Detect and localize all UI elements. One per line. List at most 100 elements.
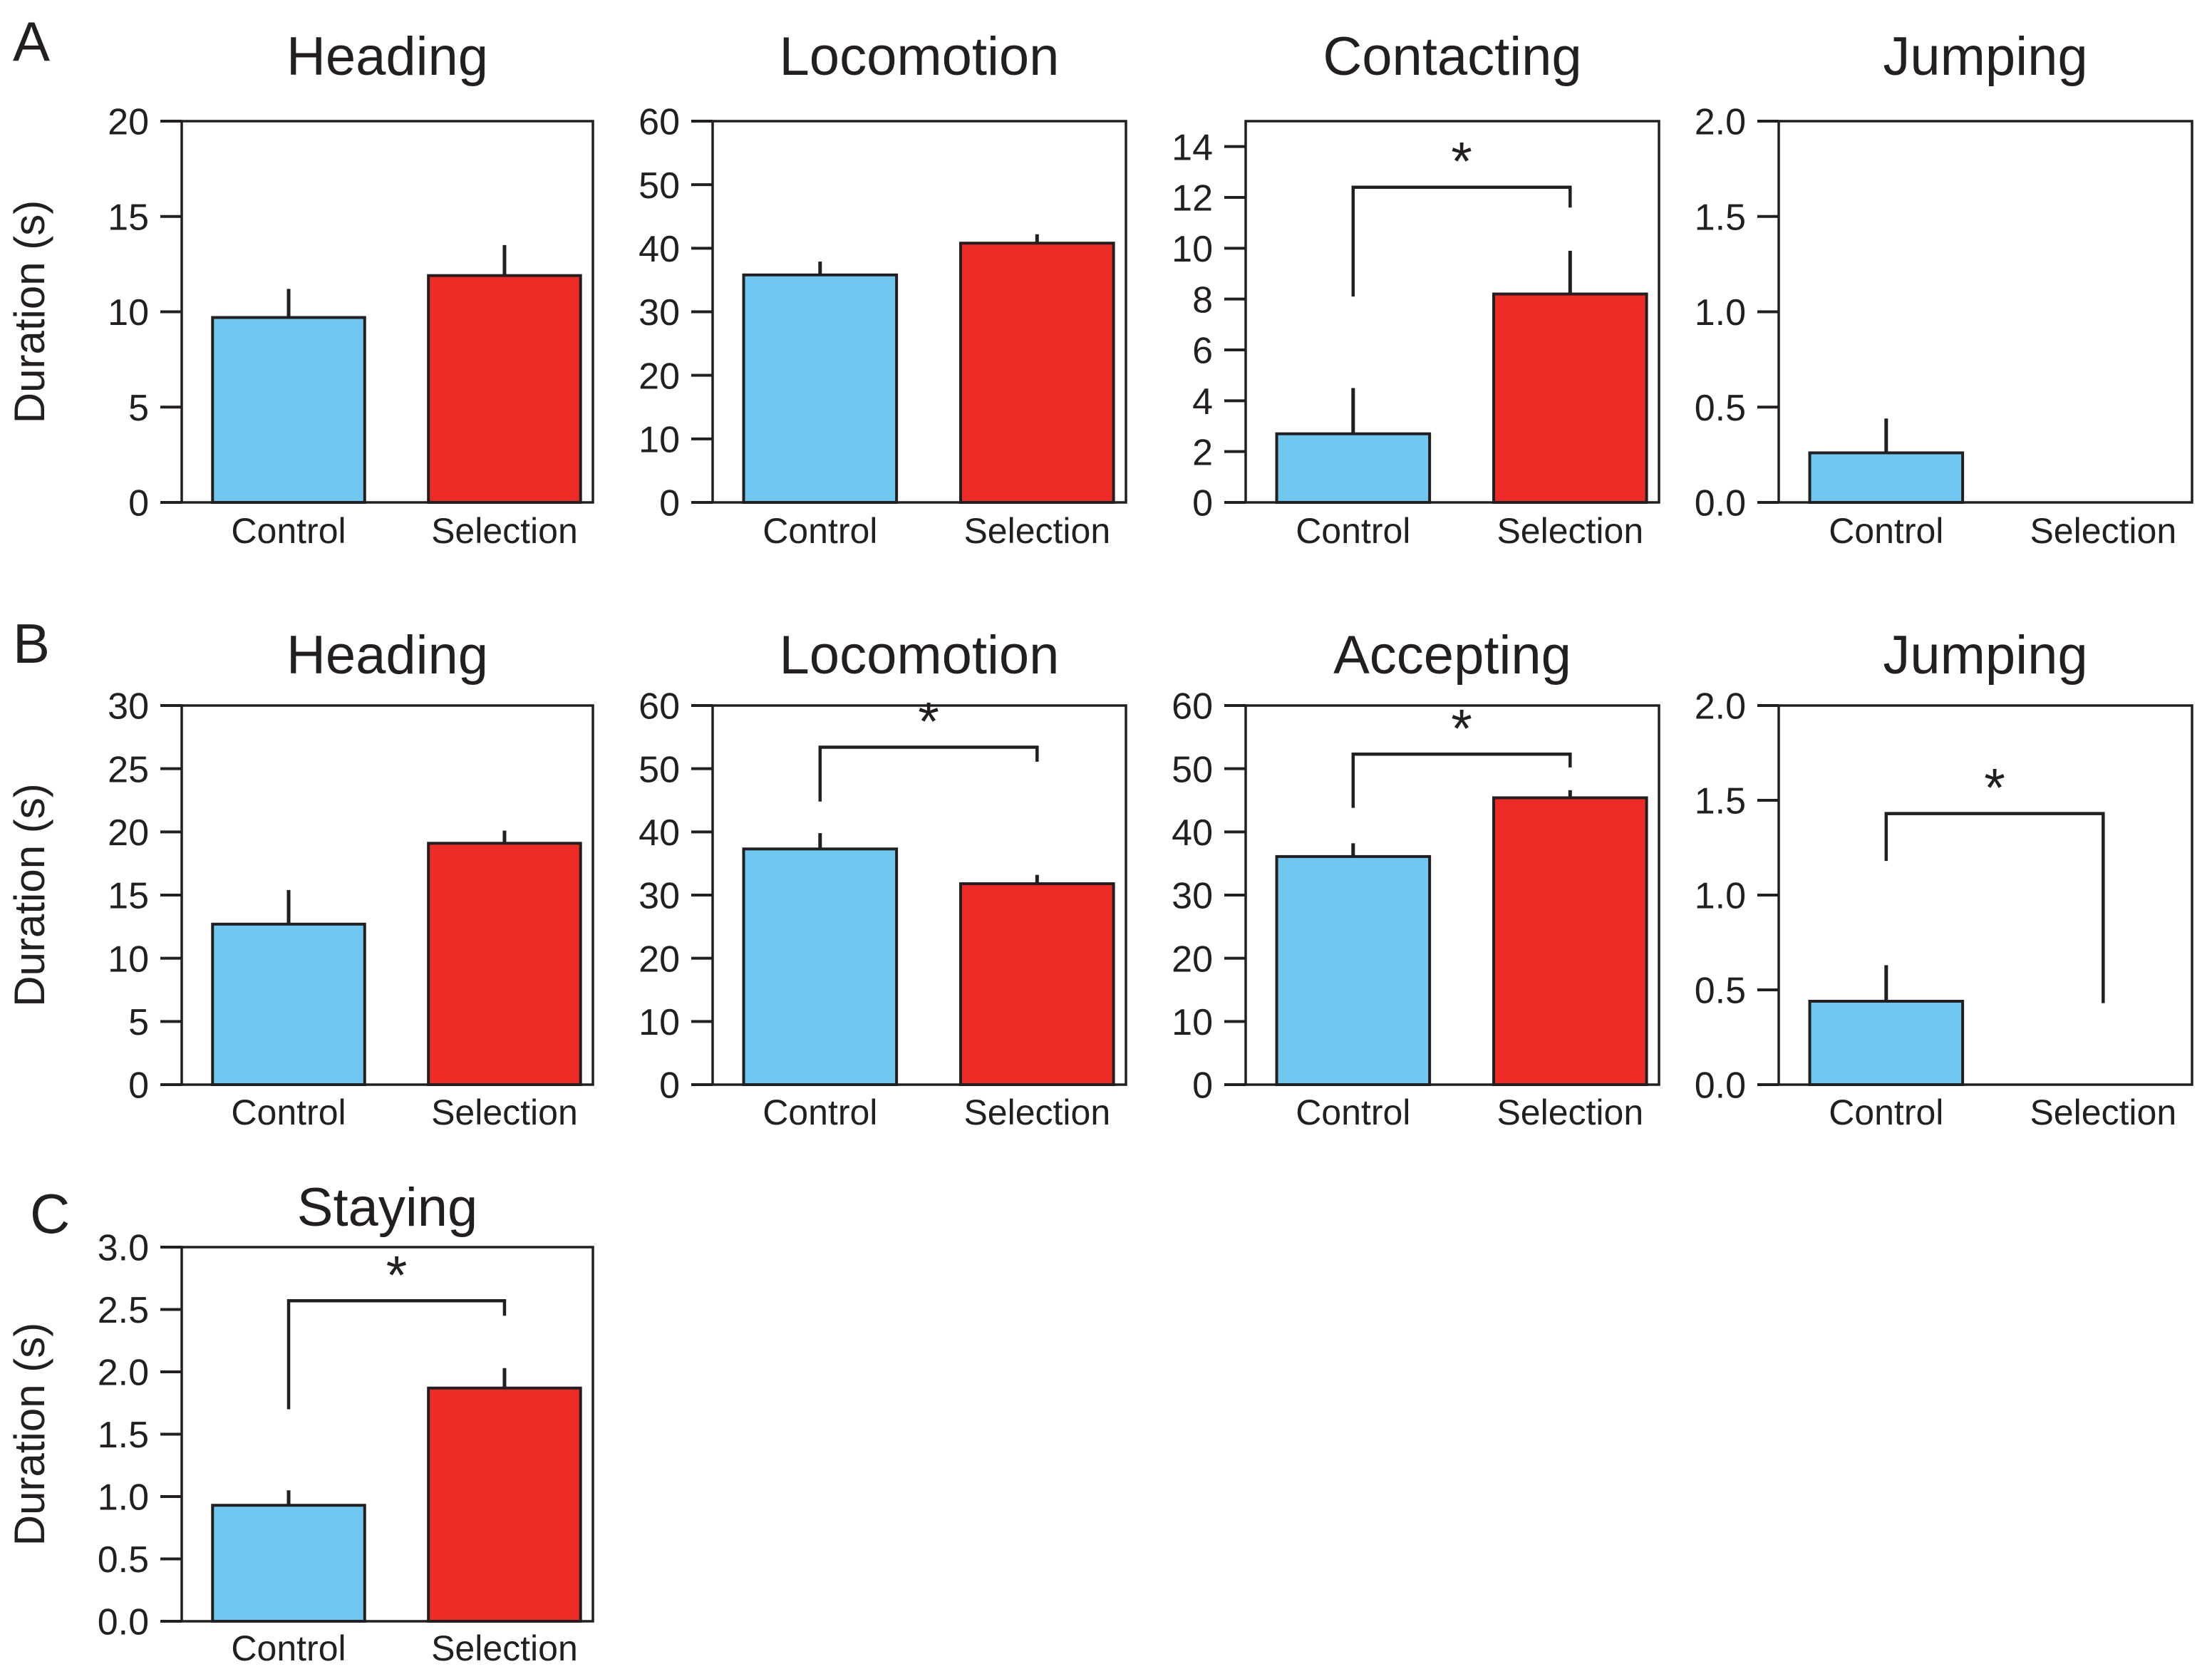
y-tick-label: 20	[639, 356, 680, 397]
y-tick-label: 15	[108, 197, 149, 238]
y-tick-label: 0.0	[1695, 1065, 1746, 1107]
plot-area	[1779, 121, 2192, 502]
chart-title: Accepting	[1333, 625, 1571, 686]
panel-label-a: A	[13, 10, 50, 73]
chart-title: Locomotion	[780, 26, 1060, 87]
chart-a-contacting: 0 2 4 6 8 10 12 14 * Contacting Control Selection	[1172, 26, 1660, 551]
y-tick-label: 2.0	[1695, 686, 1746, 728]
bar-control	[742, 847, 899, 1086]
y-tick-label: 60	[639, 686, 680, 728]
x-label-control: Control	[231, 1092, 346, 1132]
y-tick-label: 1.0	[1695, 292, 1746, 334]
plot-frame	[1777, 704, 2193, 1086]
y-tick-label: 1.0	[98, 1477, 149, 1519]
panel-label-c: C	[30, 1182, 70, 1245]
x-label-selection: Selection	[1497, 1092, 1643, 1132]
y-tick-label: 25	[108, 749, 149, 790]
bar-control	[211, 316, 366, 504]
significance-bracket	[1351, 753, 1572, 808]
x-label-control: Control	[1296, 511, 1410, 551]
bar-control	[742, 273, 899, 504]
panel-a-heading: 0 5 10 15 20 Heading Duration (s) A Control Selec…	[0, 0, 613, 577]
bar-control	[1808, 999, 1965, 1087]
y-tick-label: 40	[639, 812, 680, 854]
plot-frame	[711, 120, 1127, 504]
y-tick-label: 0.5	[98, 1539, 149, 1581]
significance-asterisk: *	[1451, 698, 1472, 759]
y-tick-label: 15	[108, 876, 149, 917]
chart-title: Staying	[297, 1177, 478, 1238]
plot-frame	[180, 1246, 594, 1623]
y-tick-label: 40	[639, 229, 680, 270]
plot-frame	[711, 704, 1127, 1086]
y-tick-label: 50	[639, 165, 680, 207]
x-label-control: Control	[231, 511, 346, 551]
y-tick-label: 5	[128, 388, 149, 429]
chart-b-locomotion: 0 10 20 30 40 50 60 *Locomotion Control Selection	[639, 625, 1127, 1132]
y-tick-label: 0	[1192, 483, 1213, 525]
y-tick-label: 30	[639, 292, 680, 334]
significance-bracket	[1884, 812, 2105, 1003]
y-tick-label: 14	[1172, 127, 1213, 168]
x-label-control: Control	[231, 1628, 346, 1668]
panel-label-b: B	[13, 612, 50, 675]
y-axis-label: Duration (s)	[6, 1323, 53, 1546]
panel-a-jumping: 0.0 0.5 1.0 1.5 2.0 Jumping Control Selection	[1679, 0, 2212, 577]
panel-a-contacting: 0 2 4 6 8 10 12 14 * Contacting Control Selection	[1146, 0, 1679, 577]
x-label-selection: Selection	[1497, 511, 1643, 551]
chart-a-locomotion: 0 10 20 30 40 50 60 Locomotion Control Selection	[639, 26, 1127, 551]
panel-b-locomotion: 0 10 20 30 40 50 60 * Locomotion Control Selection	[613, 577, 1146, 1154]
bar-control	[1275, 432, 1432, 505]
significance-asterisk: *	[1451, 132, 1472, 192]
bar-control	[1808, 451, 1965, 505]
chart-c-staying: 0.0 0.5 1.0 1.5 2.0 2.5 3.0 * Staying Duration (s…	[6, 1177, 594, 1668]
bar-control	[211, 1504, 366, 1623]
y-tick-label: 1.0	[1695, 876, 1746, 917]
y-tick-label: 0.0	[1695, 483, 1746, 525]
significance-bracket	[1351, 185, 1572, 297]
chart-a-jumping: 0.0 0.5 1.0 1.5 2.0 Jumping Control Selection	[1695, 26, 2193, 551]
y-tick-label: 20	[639, 939, 680, 980]
bar-control	[211, 922, 366, 1086]
bar-control	[1275, 854, 1432, 1086]
y-tick-label: 0.5	[1695, 388, 1746, 429]
bar-selection	[1492, 796, 1648, 1086]
y-tick-label: 1.5	[1695, 781, 1746, 822]
y-tick-label: 2.0	[1695, 102, 1746, 143]
y-tick-label: 0	[659, 1065, 680, 1107]
y-tick-label: 30	[1172, 876, 1213, 917]
x-label-control: Control	[1829, 1092, 1943, 1132]
y-axis-label: Duration (s)	[6, 783, 53, 1006]
y-tick-label: 1.5	[1695, 197, 1746, 238]
x-label-control: Control	[763, 1092, 877, 1132]
x-label-selection: Selection	[431, 1092, 578, 1132]
x-label-selection: Selection	[963, 1092, 1110, 1132]
y-tick-label: 20	[108, 812, 149, 854]
chart-title: Heading	[286, 625, 488, 686]
y-tick-label: 3.0	[98, 1228, 149, 1269]
x-label-selection: Selection	[2030, 511, 2176, 551]
y-tick-label: 2.5	[98, 1290, 149, 1331]
significance-bracket	[286, 1299, 507, 1410]
y-tick-label: 30	[108, 686, 149, 728]
significance-asterisk: *	[386, 1245, 408, 1306]
y-axis-label: Duration (s)	[6, 200, 53, 423]
plot-frame	[180, 704, 594, 1086]
panel-b-jumping: 0.0 0.5 1.0 1.5 2.0 * Jumping Control Selection	[1679, 577, 2212, 1154]
bar-selection	[427, 842, 582, 1086]
panel-a-locomotion: 0 10 20 30 40 50 60 Locomotion Control Selection	[613, 0, 1146, 577]
x-label-selection: Selection	[2030, 1092, 2176, 1132]
significance-asterisk: *	[1984, 758, 2005, 819]
y-tick-label: 2	[1192, 432, 1213, 473]
chart-a-heading: 0 5 10 15 20 Heading Duration (s) A Control Selec…	[6, 10, 594, 551]
bar-selection	[427, 274, 582, 504]
panel-b-accepting: 0 10 20 30 40 50 60 * Accepting Control Selection	[1146, 577, 1679, 1154]
y-tick-label: 0	[1192, 1065, 1213, 1107]
y-tick-label: 0	[128, 483, 149, 525]
y-tick-label: 4	[1192, 381, 1213, 423]
y-tick-label: 60	[639, 102, 680, 143]
chart-title: Jumping	[1883, 26, 2087, 87]
x-label-selection: Selection	[431, 511, 578, 551]
bar-selection	[427, 1386, 582, 1623]
y-tick-label: 10	[639, 1002, 680, 1043]
